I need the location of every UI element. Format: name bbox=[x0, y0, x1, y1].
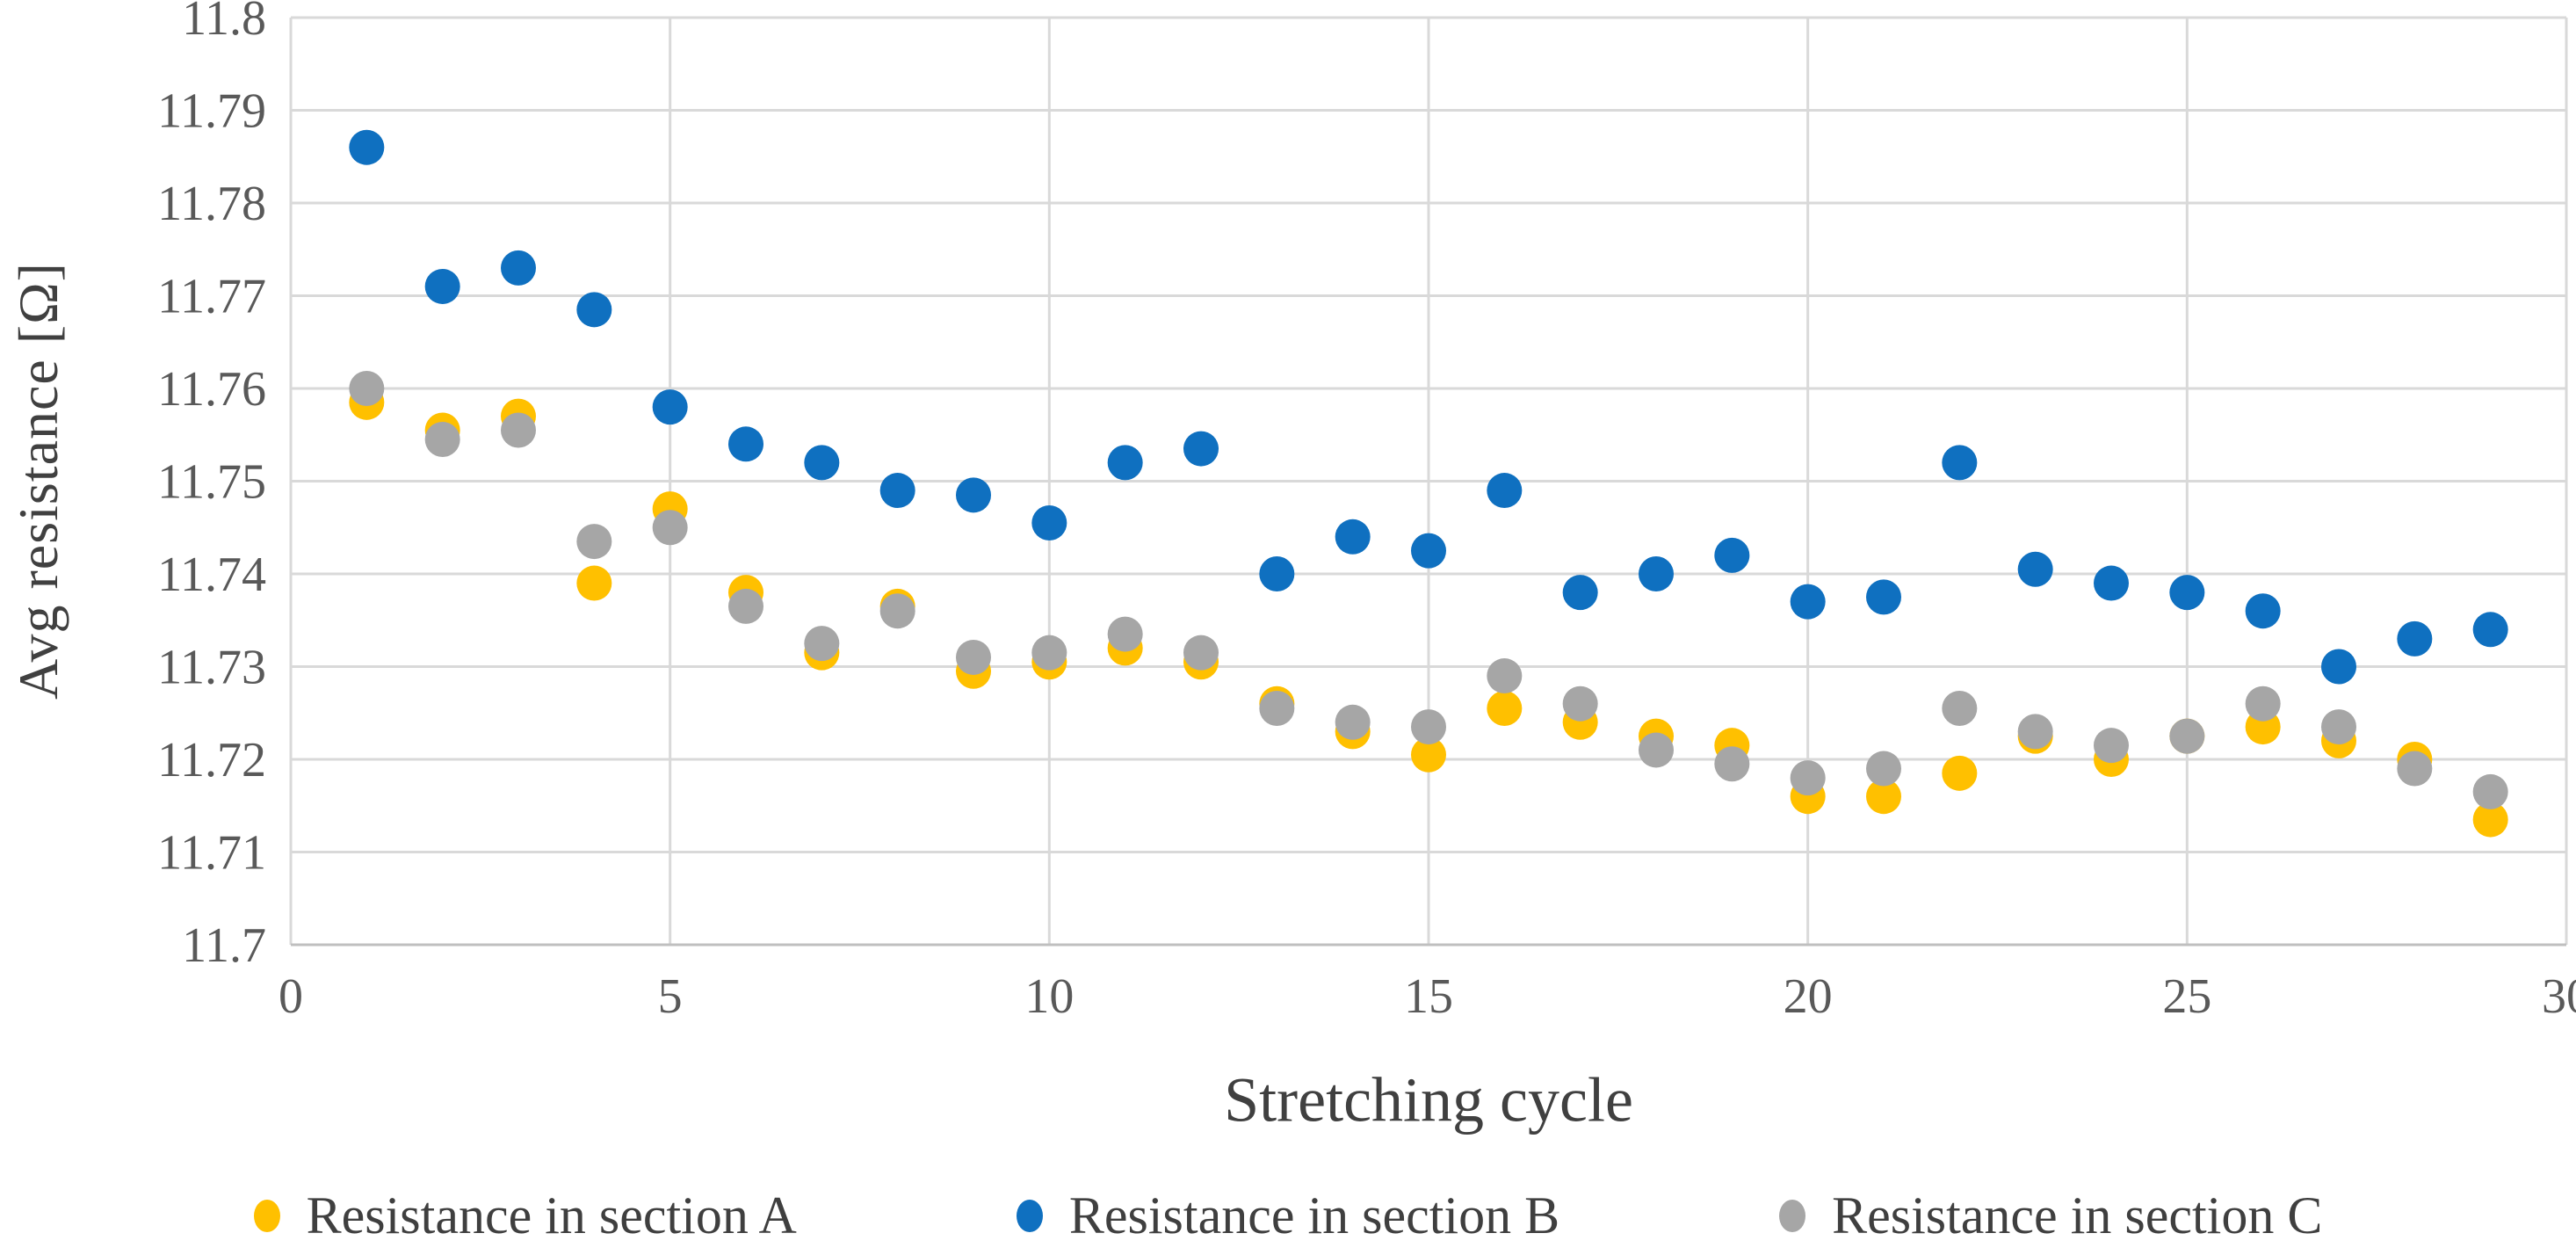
data-point-series-b-cycle-21 bbox=[1866, 579, 1901, 615]
data-point-series-a-cycle-15 bbox=[1411, 736, 1446, 773]
legend-item-section-c: Resistance in section C bbox=[1779, 1186, 2322, 1246]
data-point-series-b-cycle-19 bbox=[1714, 537, 1750, 573]
data-point-series-c-cycle-28 bbox=[2397, 751, 2433, 787]
data-point-series-b-cycle-5 bbox=[652, 389, 688, 425]
legend-item-section-b: Resistance in section B bbox=[1016, 1186, 1560, 1246]
y-tick-label: 11.8 bbox=[182, 0, 266, 46]
series-c-marker-icon bbox=[1779, 1199, 1806, 1232]
x-tick-label: 10 bbox=[1024, 969, 1074, 1024]
data-point-series-b-cycle-8 bbox=[879, 473, 915, 509]
series-a-marker-icon bbox=[253, 1199, 280, 1232]
data-point-series-c-cycle-29 bbox=[2472, 773, 2508, 809]
data-point-series-b-cycle-7 bbox=[804, 445, 840, 481]
data-point-series-b-cycle-14 bbox=[1335, 519, 1371, 555]
data-point-series-c-cycle-6 bbox=[728, 588, 763, 624]
data-point-series-c-cycle-19 bbox=[1714, 746, 1750, 782]
y-tick-label: 11.76 bbox=[157, 362, 266, 417]
data-point-series-c-cycle-21 bbox=[1866, 751, 1901, 787]
data-point-series-b-cycle-13 bbox=[1259, 556, 1295, 591]
data-point-series-b-cycle-17 bbox=[1562, 575, 1598, 611]
data-point-series-b-cycle-15 bbox=[1411, 533, 1446, 569]
data-point-series-b-cycle-16 bbox=[1487, 473, 1523, 509]
y-tick-label: 11.78 bbox=[157, 177, 266, 231]
data-point-series-c-cycle-15 bbox=[1411, 709, 1446, 745]
legend-label-section-b: Resistance in section B bbox=[1068, 1186, 1560, 1244]
data-point-series-c-cycle-9 bbox=[956, 639, 991, 675]
series-b-marker-icon bbox=[1016, 1199, 1043, 1232]
data-point-series-b-cycle-11 bbox=[1107, 445, 1143, 481]
data-point-series-b-cycle-25 bbox=[2169, 575, 2205, 611]
data-point-series-c-cycle-11 bbox=[1107, 616, 1143, 652]
y-tick-label: 11.77 bbox=[157, 270, 266, 324]
data-point-series-b-cycle-22 bbox=[1942, 445, 1978, 481]
legend: Resistance in section A Resistance in se… bbox=[0, 1176, 2576, 1255]
data-point-series-b-cycle-27 bbox=[2321, 649, 2356, 685]
data-point-series-c-cycle-24 bbox=[2094, 728, 2129, 764]
data-point-series-c-cycle-3 bbox=[501, 412, 536, 448]
data-point-series-b-cycle-12 bbox=[1183, 431, 1219, 467]
y-tick-label: 11.72 bbox=[157, 733, 266, 787]
x-tick-label: 30 bbox=[2542, 969, 2576, 1024]
data-point-series-a-cycle-29 bbox=[2472, 802, 2508, 838]
data-point-series-b-cycle-4 bbox=[576, 292, 612, 328]
data-point-series-b-cycle-26 bbox=[2245, 593, 2281, 629]
y-tick-label: 11.75 bbox=[157, 455, 266, 510]
data-point-series-b-cycle-20 bbox=[1790, 584, 1826, 620]
data-point-series-b-cycle-1 bbox=[349, 129, 385, 165]
x-tick-label: 0 bbox=[279, 969, 303, 1024]
data-point-series-b-cycle-24 bbox=[2094, 565, 2129, 601]
data-point-series-c-cycle-25 bbox=[2169, 718, 2205, 754]
data-point-series-b-cycle-18 bbox=[1639, 556, 1674, 591]
data-point-series-c-cycle-12 bbox=[1183, 635, 1219, 671]
data-point-series-b-cycle-6 bbox=[728, 426, 763, 462]
data-point-series-b-cycle-9 bbox=[956, 477, 991, 513]
data-point-series-c-cycle-18 bbox=[1639, 732, 1674, 768]
data-point-series-a-cycle-16 bbox=[1487, 690, 1523, 726]
data-point-series-c-cycle-1 bbox=[349, 371, 385, 406]
y-tick-label: 11.79 bbox=[157, 84, 266, 139]
data-point-series-c-cycle-26 bbox=[2245, 686, 2281, 722]
legend-item-section-a: Resistance in section A bbox=[253, 1186, 797, 1246]
data-point-series-c-cycle-23 bbox=[2017, 714, 2053, 750]
data-point-series-b-cycle-10 bbox=[1031, 504, 1067, 540]
data-point-series-c-cycle-20 bbox=[1790, 760, 1826, 796]
data-point-series-c-cycle-10 bbox=[1031, 635, 1067, 671]
legend-label-section-c: Resistance in section C bbox=[1832, 1186, 2323, 1244]
x-tick-label: 20 bbox=[1784, 969, 1833, 1024]
data-point-series-c-cycle-5 bbox=[652, 510, 688, 546]
data-point-series-b-cycle-2 bbox=[424, 268, 460, 304]
x-tick-label: 15 bbox=[1404, 969, 1453, 1024]
y-tick-label: 11.71 bbox=[157, 826, 266, 881]
data-point-series-a-cycle-22 bbox=[1942, 755, 1978, 791]
y-tick-label: 11.7 bbox=[182, 918, 266, 973]
data-point-series-b-cycle-29 bbox=[2472, 612, 2508, 648]
data-point-series-c-cycle-17 bbox=[1562, 686, 1598, 722]
data-point-series-c-cycle-27 bbox=[2321, 709, 2356, 745]
data-point-series-a-cycle-21 bbox=[1866, 779, 1901, 815]
data-point-series-c-cycle-4 bbox=[576, 524, 612, 560]
data-point-series-c-cycle-7 bbox=[804, 626, 840, 662]
y-tick-label: 11.73 bbox=[157, 641, 266, 695]
data-point-series-b-cycle-28 bbox=[2397, 620, 2433, 657]
y-tick-label: 11.74 bbox=[157, 548, 266, 602]
data-point-series-c-cycle-8 bbox=[879, 593, 915, 629]
data-point-series-a-cycle-4 bbox=[576, 565, 612, 601]
data-point-series-b-cycle-23 bbox=[2017, 551, 2053, 587]
x-tick-label: 5 bbox=[658, 969, 683, 1024]
data-point-series-c-cycle-22 bbox=[1942, 690, 1978, 726]
data-point-series-b-cycle-3 bbox=[501, 250, 536, 286]
x-tick-label: 25 bbox=[2162, 969, 2211, 1024]
data-point-series-c-cycle-13 bbox=[1259, 690, 1295, 726]
x-axis-title: Stretching cycle bbox=[1224, 1064, 1633, 1135]
legend-label-section-a: Resistance in section A bbox=[306, 1186, 797, 1244]
data-point-series-c-cycle-16 bbox=[1487, 658, 1523, 694]
data-point-series-c-cycle-2 bbox=[424, 422, 460, 458]
data-point-series-c-cycle-14 bbox=[1335, 704, 1371, 740]
